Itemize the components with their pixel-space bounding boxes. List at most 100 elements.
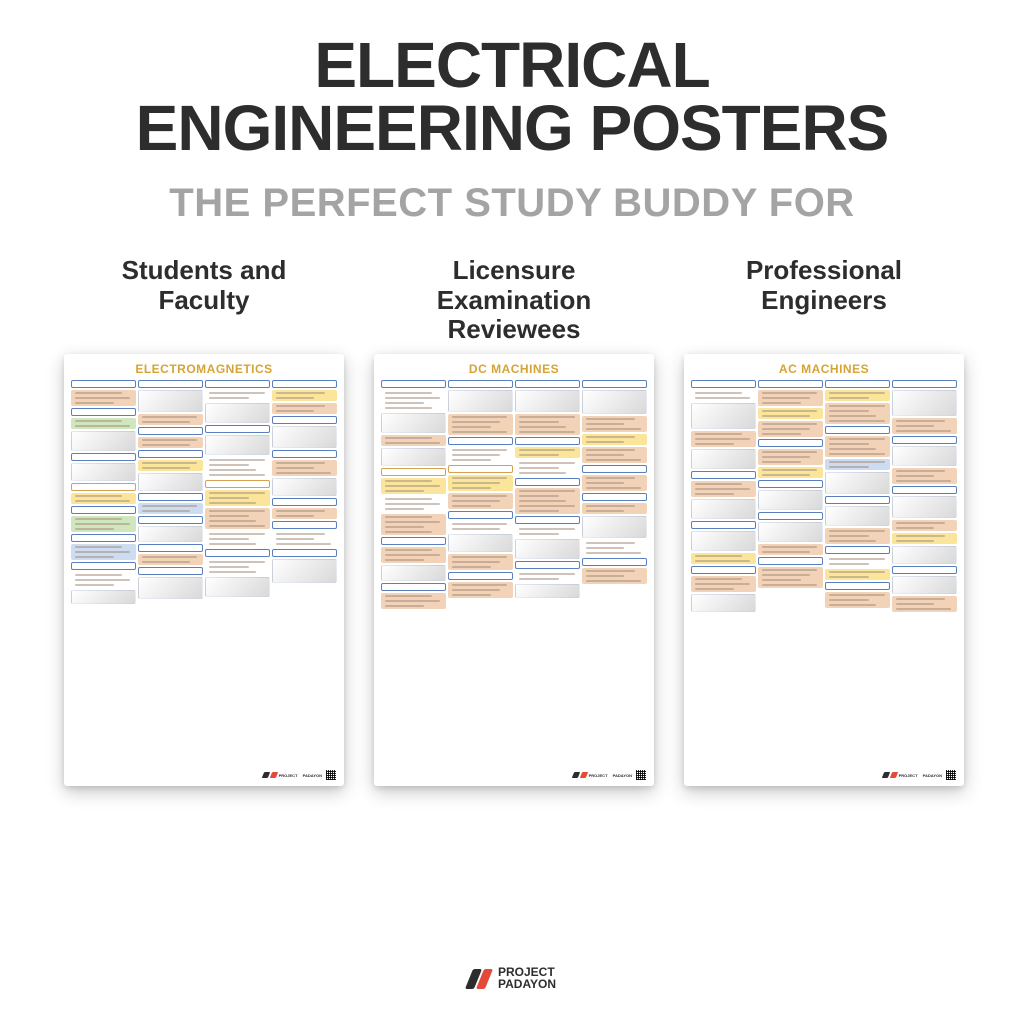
page: ELECTRICAL ENGINEERING POSTERS THE PERFE… bbox=[0, 0, 1024, 1024]
formula-block bbox=[515, 447, 580, 458]
diagram-thumbnail bbox=[272, 478, 337, 496]
section-header bbox=[138, 567, 203, 575]
formula-block bbox=[381, 593, 446, 609]
formula-block bbox=[71, 544, 136, 560]
formula-block bbox=[582, 475, 647, 491]
diagram-thumbnail bbox=[71, 431, 136, 451]
formula-block bbox=[515, 460, 580, 476]
formula-block bbox=[205, 390, 270, 401]
section-header bbox=[515, 561, 580, 569]
section-header bbox=[71, 453, 136, 461]
poster-column bbox=[448, 380, 513, 778]
formula-block bbox=[582, 434, 647, 445]
formula-block bbox=[71, 493, 136, 504]
section-header bbox=[205, 480, 270, 488]
diagram-thumbnail bbox=[825, 506, 890, 526]
diagram-thumbnail bbox=[758, 522, 823, 542]
poster-column bbox=[582, 380, 647, 778]
section-header bbox=[448, 380, 513, 388]
diagram-thumbnail bbox=[205, 403, 270, 423]
formula-block bbox=[758, 567, 823, 588]
diagram-thumbnail bbox=[381, 413, 446, 433]
formula-block bbox=[892, 533, 957, 544]
section-header bbox=[71, 380, 136, 388]
poster-column bbox=[381, 380, 446, 778]
section-header bbox=[71, 506, 136, 514]
diagram-thumbnail bbox=[691, 403, 756, 429]
formula-block bbox=[205, 508, 270, 529]
diagram-thumbnail bbox=[515, 584, 580, 598]
formula-block bbox=[272, 390, 337, 401]
formula-block bbox=[758, 449, 823, 465]
column-heading-text: Students andFaculty bbox=[122, 256, 287, 314]
poster-dc-machines: DC MACHINES PROJECT PADAYON bbox=[374, 354, 654, 786]
formula-block bbox=[448, 447, 513, 463]
section-header bbox=[272, 416, 337, 424]
section-header bbox=[381, 380, 446, 388]
brand-line-2: PADAYON bbox=[498, 979, 556, 990]
diagram-thumbnail bbox=[691, 531, 756, 551]
poster-brand: PROJECT PADAYON bbox=[883, 770, 956, 780]
column-students: Students andFaculty ELECTROMAGNETICS PRO… bbox=[64, 256, 344, 786]
formula-block bbox=[71, 572, 136, 588]
diagram-thumbnail bbox=[691, 594, 756, 612]
section-header bbox=[825, 546, 890, 554]
column-heading: Students andFaculty bbox=[122, 256, 287, 348]
formula-block bbox=[71, 390, 136, 406]
formula-block bbox=[381, 390, 446, 411]
diagram-thumbnail bbox=[892, 546, 957, 564]
formula-block bbox=[825, 569, 890, 580]
diagram-thumbnail bbox=[71, 590, 136, 604]
formula-block bbox=[825, 403, 890, 424]
diagram-thumbnail bbox=[892, 576, 957, 594]
diagram-thumbnail bbox=[272, 426, 337, 448]
formula-block bbox=[205, 531, 270, 547]
formula-block bbox=[381, 478, 446, 494]
formula-block bbox=[691, 431, 756, 447]
formula-block bbox=[758, 421, 823, 437]
section-header bbox=[825, 380, 890, 388]
section-header bbox=[448, 437, 513, 445]
section-header bbox=[205, 380, 270, 388]
formula-block bbox=[515, 571, 580, 582]
formula-block bbox=[71, 516, 136, 532]
diagram-thumbnail bbox=[138, 390, 203, 412]
formula-block bbox=[758, 467, 823, 478]
column-heading: ProfessionalEngineers bbox=[746, 256, 902, 348]
diagram-thumbnail bbox=[381, 448, 446, 466]
section-header bbox=[691, 521, 756, 529]
formula-block bbox=[691, 390, 756, 401]
section-header bbox=[272, 549, 337, 557]
formula-block bbox=[448, 554, 513, 570]
section-header bbox=[381, 583, 446, 591]
poster-brand: PROJECT PADAYON bbox=[573, 770, 646, 780]
section-header bbox=[892, 436, 957, 444]
formula-block bbox=[825, 592, 890, 608]
section-header bbox=[892, 486, 957, 494]
diagram-thumbnail bbox=[892, 390, 957, 416]
formula-block bbox=[515, 414, 580, 435]
formula-block bbox=[71, 418, 136, 429]
poster-title: AC MACHINES bbox=[691, 360, 957, 380]
formula-block bbox=[582, 416, 647, 432]
formula-block bbox=[381, 514, 446, 535]
formula-block bbox=[448, 475, 513, 491]
poster-column bbox=[691, 380, 756, 778]
formula-block bbox=[448, 414, 513, 435]
diagram-thumbnail bbox=[381, 565, 446, 581]
poster-column bbox=[71, 380, 136, 778]
formula-block bbox=[381, 435, 446, 446]
formula-block bbox=[381, 547, 446, 563]
formula-block bbox=[825, 459, 890, 470]
section-header bbox=[71, 483, 136, 491]
section-header bbox=[515, 516, 580, 524]
formula-block bbox=[892, 596, 957, 612]
formula-block bbox=[138, 554, 203, 565]
section-header bbox=[758, 557, 823, 565]
section-header bbox=[205, 425, 270, 433]
formula-block bbox=[448, 521, 513, 532]
column-heading-text: LicensureExaminationReviewees bbox=[437, 256, 592, 343]
poster-column bbox=[515, 380, 580, 778]
title-line-2: ENGINEERING POSTERS bbox=[136, 92, 889, 164]
formula-block bbox=[205, 490, 270, 506]
